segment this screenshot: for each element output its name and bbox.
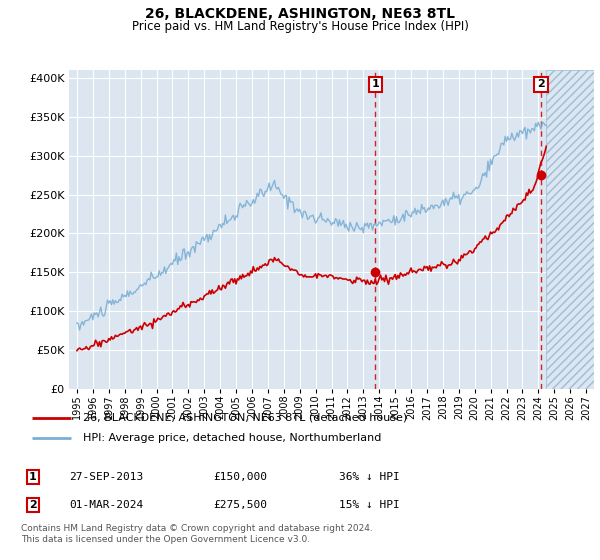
- Text: £150,000: £150,000: [213, 472, 267, 482]
- Text: 26, BLACKDENE, ASHINGTON, NE63 8TL (detached house): 26, BLACKDENE, ASHINGTON, NE63 8TL (deta…: [83, 413, 407, 423]
- Text: HPI: Average price, detached house, Northumberland: HPI: Average price, detached house, Nort…: [83, 433, 381, 443]
- Text: 26, BLACKDENE, ASHINGTON, NE63 8TL: 26, BLACKDENE, ASHINGTON, NE63 8TL: [145, 7, 455, 21]
- Text: 2: 2: [29, 500, 37, 510]
- Text: 15% ↓ HPI: 15% ↓ HPI: [339, 500, 400, 510]
- Text: This data is licensed under the Open Government Licence v3.0.: This data is licensed under the Open Gov…: [21, 535, 310, 544]
- Text: £275,500: £275,500: [213, 500, 267, 510]
- Bar: [546, 70, 594, 389]
- Text: Contains HM Land Registry data © Crown copyright and database right 2024.: Contains HM Land Registry data © Crown c…: [21, 524, 373, 533]
- Text: 01-MAR-2024: 01-MAR-2024: [69, 500, 143, 510]
- Text: 1: 1: [29, 472, 37, 482]
- Text: 36% ↓ HPI: 36% ↓ HPI: [339, 472, 400, 482]
- Text: Price paid vs. HM Land Registry's House Price Index (HPI): Price paid vs. HM Land Registry's House …: [131, 20, 469, 32]
- Text: 1: 1: [371, 80, 379, 90]
- Text: 2: 2: [537, 80, 545, 90]
- Text: 27-SEP-2013: 27-SEP-2013: [69, 472, 143, 482]
